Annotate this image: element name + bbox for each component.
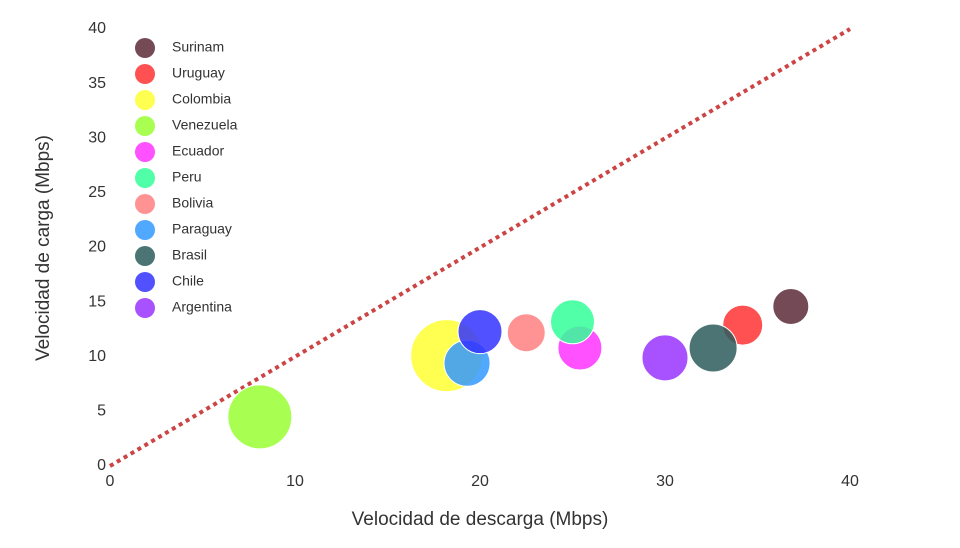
y-axis-title: Velocidad de carga (Mbps) — [33, 135, 54, 361]
x-tick-label: 20 — [471, 473, 489, 490]
x-tick-label: 30 — [656, 473, 674, 490]
bubble — [457, 309, 503, 355]
legend-marker — [135, 142, 155, 162]
bubble — [506, 313, 546, 353]
bubble — [772, 287, 810, 325]
bubble — [688, 323, 738, 373]
legend-marker — [135, 64, 155, 84]
legend-marker — [135, 220, 155, 240]
y-tick-label: 40 — [88, 20, 106, 37]
legend-label: Uruguay — [172, 65, 225, 81]
bubble — [550, 299, 595, 345]
legend-label: Surinam — [172, 39, 224, 55]
legend-label: Ecuador — [172, 143, 224, 159]
x-axis-title: Velocidad de descarga (Mbps) — [352, 509, 609, 530]
x-tick-label: 0 — [106, 473, 115, 490]
bubble — [227, 384, 293, 450]
legend-marker — [135, 272, 155, 292]
legend-label: Peru — [172, 169, 202, 185]
y-tick-label: 35 — [88, 75, 106, 92]
legend-marker — [135, 90, 155, 110]
y-tick-label: 25 — [88, 184, 106, 201]
y-tick-label: 30 — [88, 129, 106, 146]
y-tick-label: 10 — [88, 348, 106, 365]
x-tick-label: 40 — [841, 473, 859, 490]
legend-marker — [135, 298, 155, 318]
legend-marker — [135, 168, 155, 188]
legend-marker — [135, 194, 155, 214]
legend-marker — [135, 38, 155, 58]
legend-label: Paraguay — [172, 221, 232, 237]
legend-marker — [135, 246, 155, 266]
legend-label: Venezuela — [172, 117, 238, 133]
y-tick-label: 5 — [97, 403, 106, 420]
y-tick-label: 15 — [88, 293, 106, 310]
legend-label: Argentina — [172, 299, 232, 315]
legend-marker — [135, 116, 155, 136]
y-tick-label: 20 — [88, 239, 106, 256]
legend-label: Chile — [172, 273, 204, 289]
legend-label: Brasil — [172, 247, 207, 263]
legend-label: Colombia — [172, 91, 231, 107]
x-tick-label: 10 — [286, 473, 304, 490]
legend-label: Bolivia — [172, 195, 213, 211]
bubble — [641, 334, 689, 382]
y-tick-label: 0 — [97, 457, 106, 474]
